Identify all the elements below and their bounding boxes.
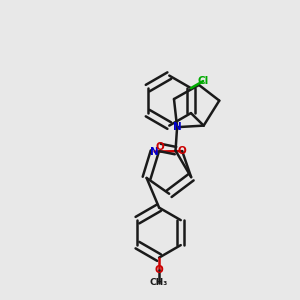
Text: CH₃: CH₃ [150,278,168,287]
Text: N: N [173,122,182,132]
Text: O: O [155,265,164,275]
Text: O: O [178,146,187,156]
Text: O: O [155,142,164,152]
Text: Cl: Cl [197,76,209,86]
Text: N: N [150,147,159,157]
